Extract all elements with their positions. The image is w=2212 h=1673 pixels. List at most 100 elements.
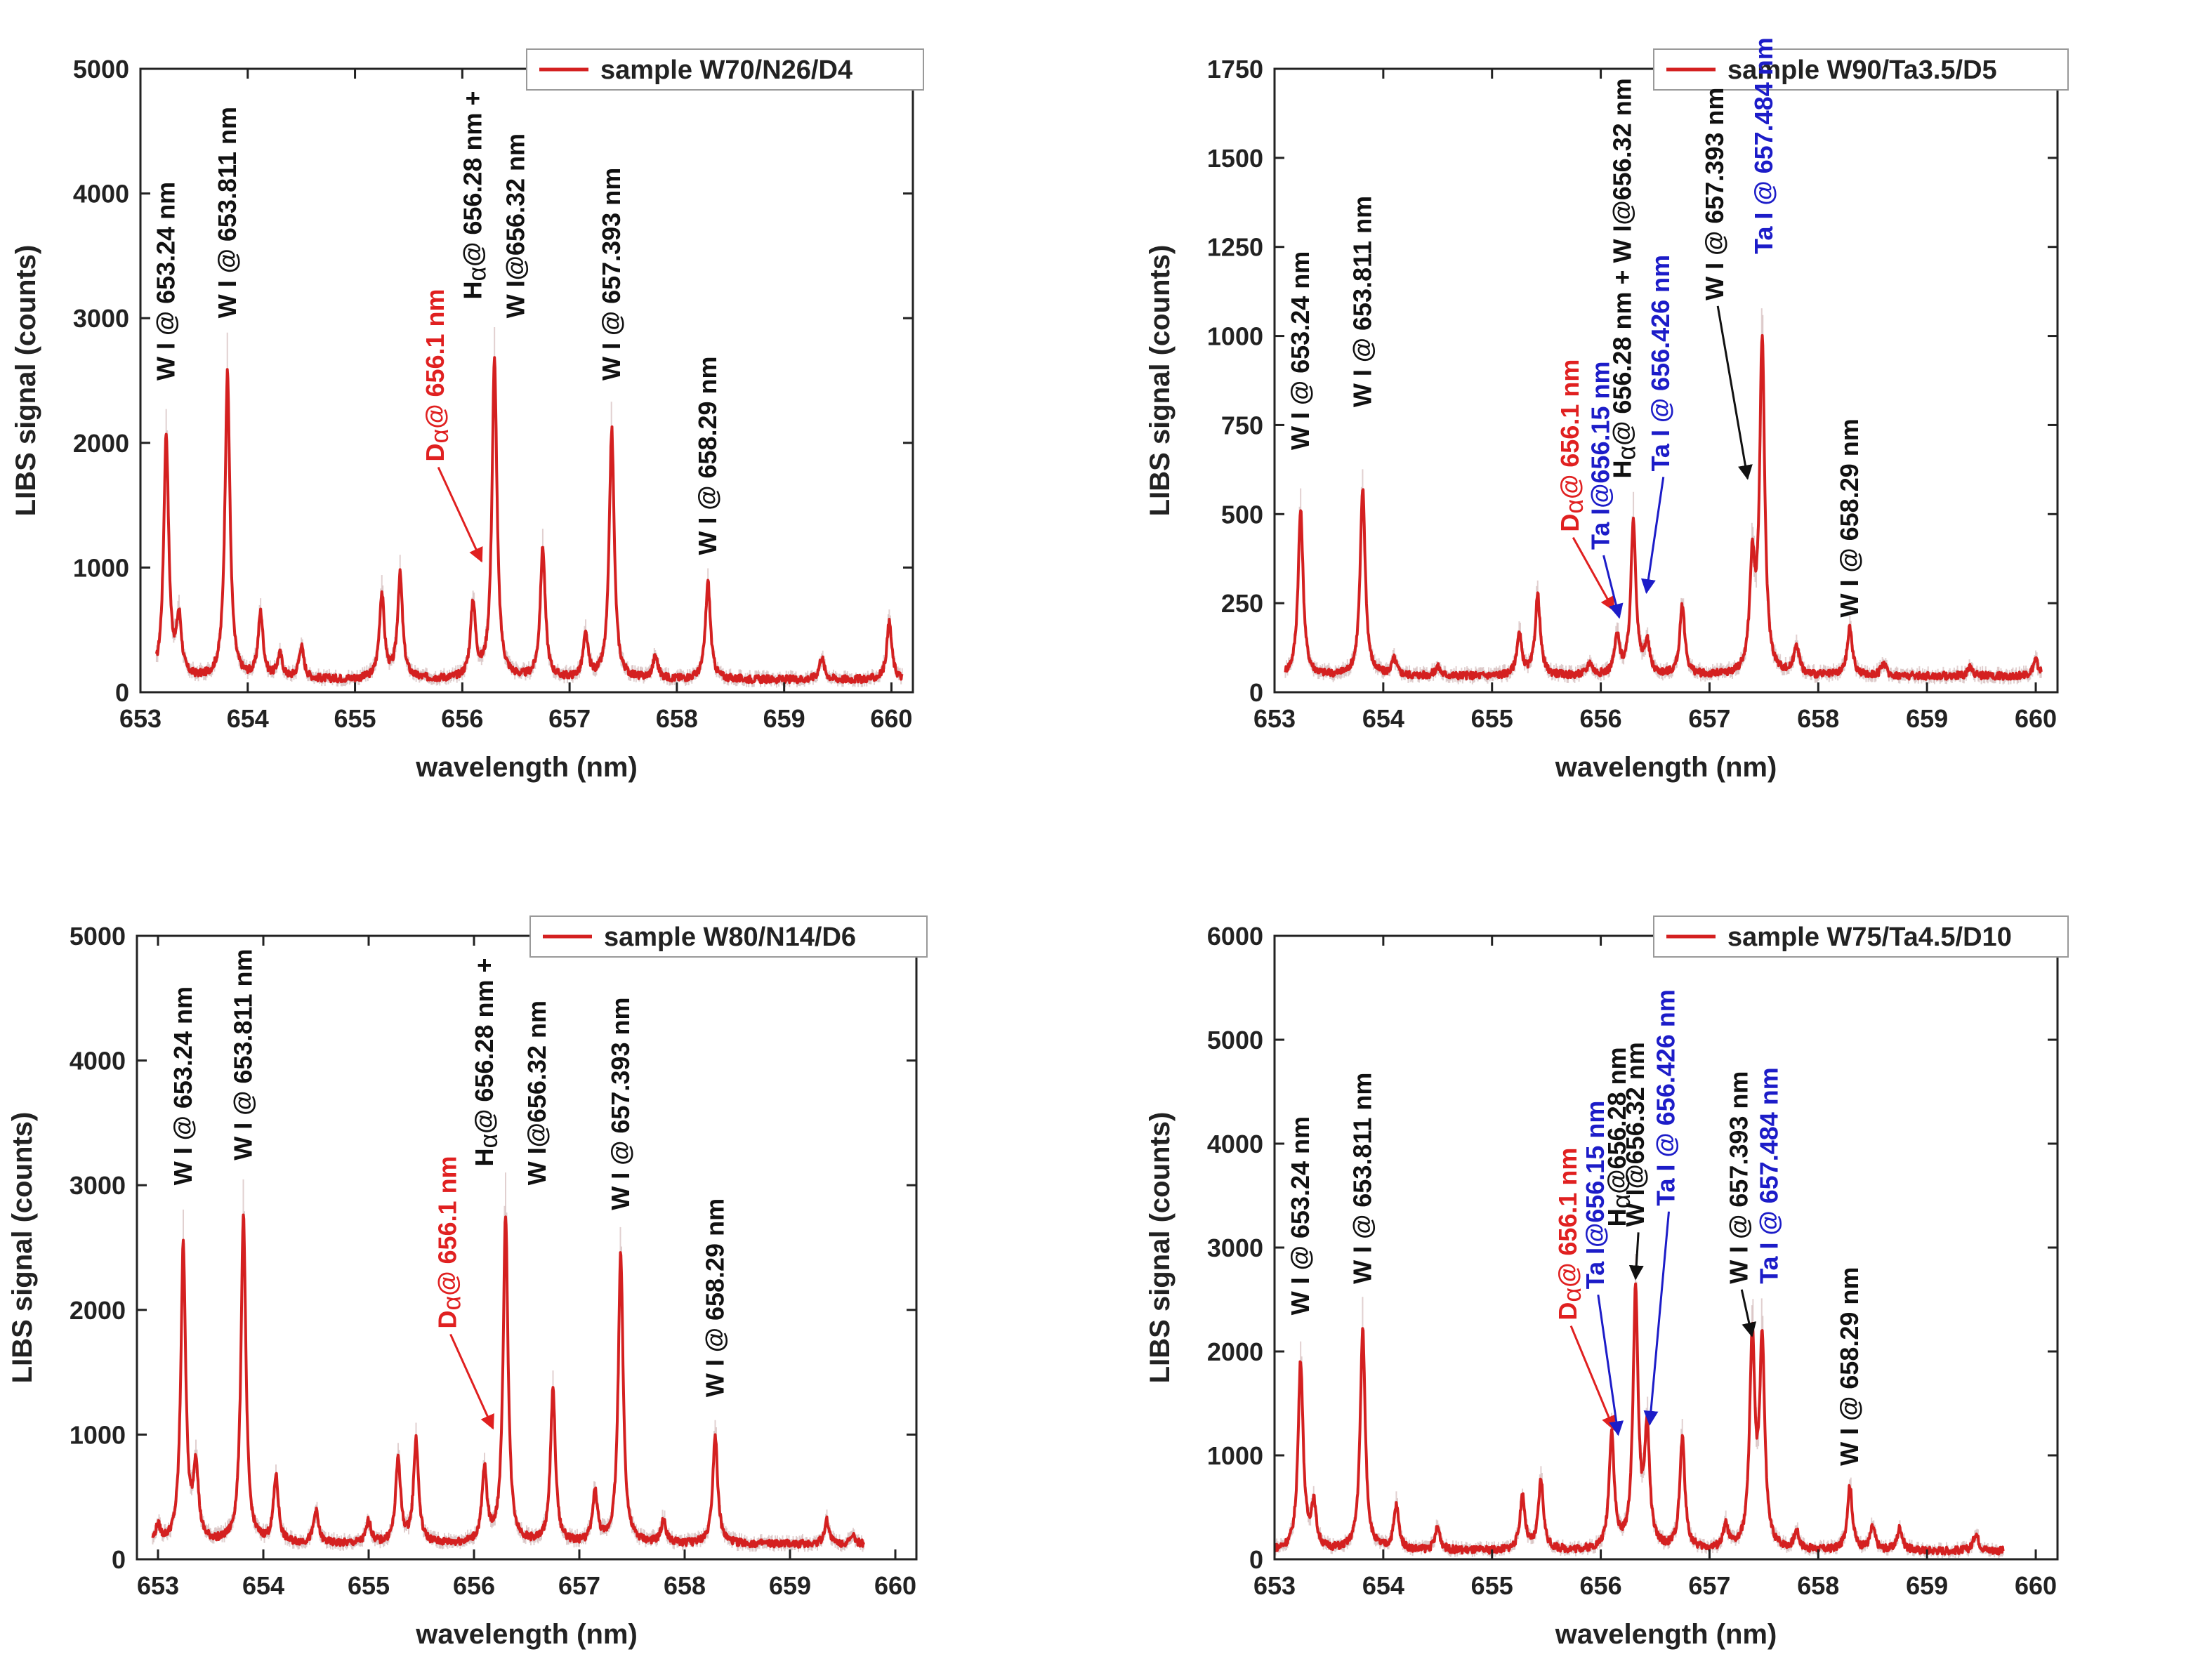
y-tick-label: 2000 — [1207, 1337, 1263, 1366]
peak-annotation: W I @ 658.29 nm — [693, 356, 722, 555]
annotation-arrow — [1572, 536, 1615, 612]
y-tick-label: 3000 — [70, 1171, 126, 1200]
y-axis-label: LIBS signal (counts) — [1145, 1112, 1176, 1384]
y-tick-label: 3000 — [1207, 1234, 1263, 1262]
annotation-arrow — [1602, 555, 1624, 619]
peak-annotation: W I @ 657.393 nm — [597, 168, 626, 381]
y-tick-label: 2000 — [70, 1296, 126, 1325]
y-tick-label: 1750 — [1207, 55, 1263, 84]
y-tick-label: 6000 — [1207, 922, 1263, 951]
y-tick-label: 0 — [112, 1545, 126, 1574]
annotation-arrow — [1628, 1232, 1644, 1281]
x-tick-label: 654 — [1362, 1571, 1404, 1600]
y-tick-label: 4000 — [1207, 1130, 1263, 1158]
peak-annotation: W I @ 657.393 nm — [1700, 88, 1729, 300]
annotation-arrow — [449, 1333, 494, 1430]
y-tick-label: 0 — [115, 678, 129, 707]
legend-box — [526, 48, 924, 91]
peak-annotation: W I @ 653.811 nm — [229, 948, 258, 1160]
series-line — [154, 356, 904, 685]
annotation-arrow — [1640, 477, 1665, 594]
peak-annotation: W I@656.32 nm — [522, 1000, 551, 1185]
x-tick-label: 656 — [441, 704, 483, 733]
peak-annotation: W I @ 653.811 nm — [1348, 196, 1377, 407]
y-tick-label: 1500 — [1207, 144, 1263, 173]
y-tick-label: 3000 — [73, 304, 129, 333]
legend-box — [529, 915, 928, 958]
peak-annotation: Ta I @ 657.484 nm — [1755, 1067, 1784, 1284]
chart-panel-2: 653 654 655 656 657 658 659 660 0 250 500 750 1000 12… — [1145, 37, 2069, 783]
x-tick-label: 658 — [1797, 1571, 1839, 1600]
y-axis-label: LIBS signal (counts) — [1145, 245, 1176, 517]
peak-annotation: W I @ 653.24 nm — [1286, 1116, 1315, 1315]
x-tick-label: 654 — [227, 704, 269, 733]
annotation-arrow — [1716, 305, 1753, 480]
peak-annotation: W I @ 653.24 nm — [152, 182, 180, 381]
x-tick-label: 658 — [1797, 704, 1839, 733]
x-tick-label: 657 — [1688, 1571, 1730, 1600]
x-tick-label: 656 — [453, 1571, 495, 1600]
y-tick-label: 0 — [1249, 1545, 1263, 1574]
peak-annotation: W I @ 653.24 nm — [169, 986, 197, 1185]
y-tick-label: 0 — [1249, 678, 1263, 707]
peak-annotation: Hα@ 656.28 nm + — [459, 91, 492, 299]
y-tick-label: 500 — [1221, 500, 1263, 529]
x-tick-label: 654 — [1362, 704, 1404, 733]
annotation-arrow — [1569, 1325, 1616, 1431]
x-axis-label: wavelength (nm) — [415, 752, 638, 783]
x-tick-label: 654 — [242, 1571, 284, 1600]
x-axis-label: wavelength (nm) — [1555, 752, 1777, 783]
peak-annotation: W I @ 658.29 nm — [701, 1198, 730, 1397]
peak-annotation: W I @ 657.393 nm — [1724, 1071, 1753, 1284]
peak-annotation: W I @ 653.811 nm — [213, 107, 242, 318]
y-tick-label: 5000 — [70, 922, 126, 951]
peak-annotation: Ta I @ 656.426 nm — [1652, 989, 1680, 1206]
peak-annotation: W I@656.32 nm — [501, 133, 530, 318]
y-tick-label: 1000 — [70, 1420, 126, 1449]
peak-annotation: Hα@ 656.28 nm + — [470, 958, 503, 1166]
x-tick-label: 660 — [2015, 704, 2057, 733]
x-tick-label: 658 — [656, 704, 698, 733]
legend-entry: sample W80/N14/D6 — [604, 923, 856, 952]
peak-annotation: W I @ 658.29 nm — [1835, 1267, 1864, 1466]
x-tick-label: 655 — [348, 1571, 390, 1600]
peak-annotation: W I @ 653.24 nm — [1286, 251, 1315, 450]
y-tick-label: 1000 — [1207, 322, 1263, 351]
legend-entry: sample W70/N26/D4 — [600, 55, 852, 85]
y-tick-label: 1000 — [1207, 1441, 1263, 1470]
peak-annotation: Ta I @ 657.484 nm — [1749, 37, 1778, 254]
y-tick-label: 1250 — [1207, 233, 1263, 262]
x-tick-label: 653 — [119, 704, 162, 733]
annotation-arrow — [1740, 1289, 1757, 1337]
y-tick-label: 4000 — [70, 1047, 126, 1076]
x-tick-label: 659 — [1906, 704, 1948, 733]
annotation-arrow — [1643, 1211, 1670, 1426]
x-tick-label: 656 — [1580, 704, 1622, 733]
x-tick-label: 657 — [1688, 704, 1730, 733]
peak-annotation: Dα@ 656.1 nm — [1555, 359, 1588, 532]
plot-frame — [136, 934, 918, 1561]
peak-annotation: Ta I@656.15 nm — [1586, 361, 1615, 550]
chart-panel-4: 653 654 655 656 657 658 659 660 0 1000 2000 3000 400… — [1145, 915, 2069, 1650]
peak-annotation: Dα@ 656.1 nm — [421, 289, 454, 461]
peak-annotation: W I @ 657.393 nm — [606, 997, 635, 1210]
x-tick-label: 660 — [2015, 1571, 2057, 1600]
y-tick-label: 5000 — [1207, 1026, 1263, 1054]
y-tick-label: 1000 — [73, 553, 129, 582]
x-tick-label: 657 — [548, 704, 591, 733]
y-tick-label: 2000 — [73, 429, 129, 458]
x-tick-label: 656 — [1580, 1571, 1622, 1600]
x-tick-label: 657 — [558, 1571, 600, 1600]
y-axis-label: LIBS signal (counts) — [11, 245, 41, 517]
series-line — [151, 1213, 865, 1549]
x-tick-label: 653 — [137, 1571, 179, 1600]
legend-box — [1653, 48, 2069, 91]
chart-panel-1: 653 654 655 656 657 658 659 660 0 1000 2000 3000 400… — [11, 48, 924, 783]
x-axis-label: wavelength (nm) — [1555, 1619, 1777, 1650]
peak-annotation: W I@656.32 nm — [1621, 1042, 1650, 1226]
annotation-arrow — [1597, 1294, 1624, 1436]
x-tick-label: 655 — [1471, 1571, 1513, 1600]
peak-annotation: Hα@656.28 nm — [1602, 1047, 1635, 1226]
peak-annotation: Ta I@656.15 nm — [1581, 1101, 1609, 1290]
